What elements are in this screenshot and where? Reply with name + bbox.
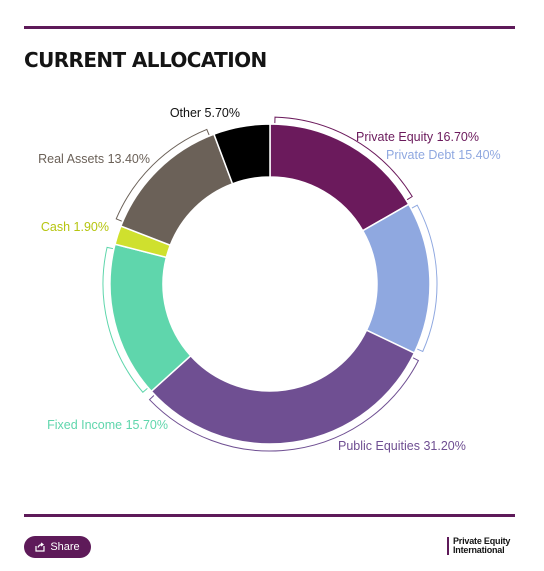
slice-label-5: Real Assets 13.40% (38, 152, 150, 166)
slice-label-0: Private Equity 16.70% (356, 130, 479, 144)
slice-label-6: Other 5.70% (170, 106, 240, 120)
callout-bracket-1 (411, 204, 438, 353)
brand-line-1: Private Equity (453, 536, 511, 546)
donut-chart: Private Equity 16.70% Private Debt 15.40%… (38, 106, 501, 453)
callout-bracket-2 (148, 357, 420, 452)
bottom-rule (24, 514, 515, 517)
page-title: CURRENT ALLOCATION (24, 48, 267, 72)
slice-label-3: Fixed Income 15.70% (47, 418, 168, 432)
callout-bracket-3 (102, 246, 148, 393)
slice-label-2: Public Equities 31.20% (338, 439, 466, 453)
share-label: Share (50, 541, 80, 553)
callout-bracket-5 (115, 128, 210, 222)
share-button[interactable]: Share (24, 536, 91, 558)
top-rule (24, 26, 515, 29)
slice-label-4: Cash 1.90% (41, 220, 109, 234)
brand-line-2: International (453, 545, 505, 555)
callout-bracket-0 (274, 116, 413, 201)
share-icon (35, 542, 45, 552)
brand-logo: Private Equity International (447, 537, 510, 555)
slice-2[interactable] (150, 329, 416, 445)
slice-label-1: Private Debt 15.40% (386, 148, 501, 162)
slice-6[interactable] (212, 123, 271, 185)
slice-1[interactable] (361, 203, 431, 355)
slice-5[interactable] (119, 133, 234, 247)
